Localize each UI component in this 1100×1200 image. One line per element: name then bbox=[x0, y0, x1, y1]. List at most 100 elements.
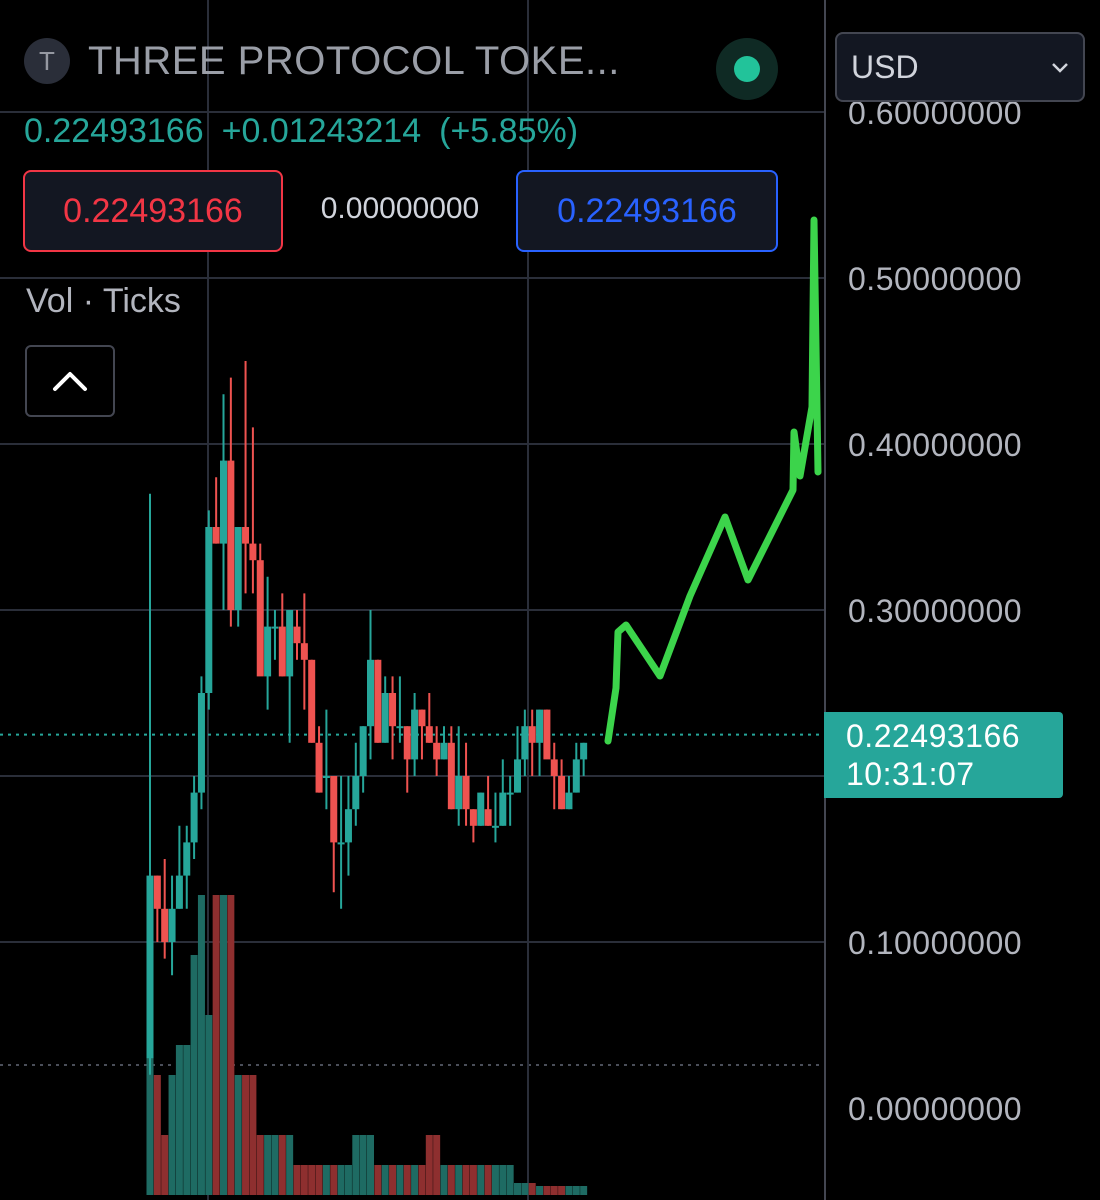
volume-bar bbox=[197, 895, 205, 1195]
volume-bar bbox=[462, 1165, 470, 1195]
candle-body bbox=[308, 659, 316, 743]
volume-bar bbox=[330, 1165, 338, 1195]
volume-bar bbox=[367, 1135, 374, 1195]
candle-body bbox=[536, 709, 544, 743]
volume-bar bbox=[440, 1165, 448, 1195]
collapse-indicators-button[interactable] bbox=[25, 345, 115, 417]
candle-body bbox=[558, 776, 566, 810]
volume-bar bbox=[205, 1015, 213, 1195]
candle-body bbox=[403, 726, 411, 760]
volume-bar bbox=[249, 1075, 257, 1195]
volume-bar bbox=[396, 1165, 404, 1195]
candle-body bbox=[205, 527, 213, 693]
volume-bar bbox=[506, 1165, 514, 1195]
sell-price: 0.22493166 bbox=[63, 191, 243, 230]
y-tick-label: 0.10000000 bbox=[848, 925, 1022, 961]
volume-bar bbox=[271, 1135, 279, 1195]
volume-bar bbox=[403, 1165, 411, 1195]
projection-line bbox=[604, 216, 822, 745]
price-change-percent: (+5.85%) bbox=[439, 112, 579, 150]
candle-body bbox=[256, 560, 264, 677]
sell-button[interactable]: 0.22493166 bbox=[23, 170, 283, 252]
candle-body bbox=[249, 543, 257, 561]
price-change: +0.01243214 bbox=[221, 112, 422, 150]
last-price: 0.22493166 bbox=[24, 112, 204, 150]
candle-body bbox=[264, 626, 272, 677]
volume-bar bbox=[455, 1165, 463, 1195]
price-axis: 0.50000000 0.40000000 0.30000000 0.10000000… bbox=[824, 0, 1022, 1200]
volume-bar bbox=[344, 1165, 352, 1195]
market-open-dot-icon bbox=[734, 56, 760, 82]
quote-line: 0.22493166 +0.01243214 (+5.85%) bbox=[24, 112, 596, 151]
volume-bar bbox=[550, 1186, 558, 1195]
currency-value: USD bbox=[851, 48, 919, 85]
candle-body bbox=[352, 776, 360, 810]
volume-bar bbox=[359, 1135, 367, 1195]
candle-body bbox=[514, 759, 521, 793]
volume-bar bbox=[499, 1165, 507, 1195]
volume-bar bbox=[447, 1165, 455, 1195]
candle-body bbox=[462, 776, 470, 810]
buy-price: 0.22493166 bbox=[557, 191, 737, 230]
volume-bar bbox=[175, 1045, 183, 1195]
candle-body bbox=[565, 792, 573, 810]
candle-body bbox=[286, 610, 294, 677]
candle-body bbox=[455, 776, 463, 810]
volume-bar bbox=[212, 895, 220, 1195]
candle-body bbox=[491, 825, 499, 828]
y-tick-label: 0.50000000 bbox=[848, 261, 1022, 297]
volume-bar bbox=[374, 1165, 382, 1195]
candle-body bbox=[344, 809, 352, 843]
current-price-label: 0.22493166 bbox=[846, 718, 1021, 754]
buy-button[interactable]: 0.22493166 bbox=[516, 170, 778, 252]
volume-bar bbox=[256, 1135, 264, 1195]
candle-body bbox=[550, 759, 558, 776]
volume-bar bbox=[234, 1075, 242, 1195]
candle-body bbox=[543, 709, 551, 760]
candle-body bbox=[278, 626, 286, 677]
currency-select[interactable]: USD bbox=[835, 32, 1085, 102]
candle-body bbox=[521, 726, 529, 760]
volume-bar bbox=[264, 1135, 272, 1195]
volume-bar bbox=[411, 1165, 419, 1195]
candle-body bbox=[183, 842, 191, 876]
candle-body bbox=[396, 726, 404, 729]
y-tick-label: 0.00000000 bbox=[848, 1091, 1022, 1127]
volume-bar bbox=[536, 1186, 544, 1195]
volume-bar bbox=[220, 895, 227, 1195]
candle-body bbox=[484, 809, 492, 826]
candle-body bbox=[168, 908, 176, 942]
candle-body bbox=[499, 792, 507, 826]
symbol-header[interactable]: T THREE PROTOCOL TOKE... bbox=[24, 38, 620, 84]
candle-body bbox=[337, 842, 345, 845]
candle-body bbox=[146, 875, 154, 1059]
volume-bar bbox=[242, 1075, 250, 1195]
candle-body bbox=[300, 643, 308, 660]
candle-body bbox=[572, 759, 580, 793]
volume-bar bbox=[543, 1186, 551, 1195]
volume-bar bbox=[528, 1183, 536, 1195]
current-price-tag: 0.22493166 10:31:07 bbox=[824, 712, 1063, 798]
y-tick-label: 0.30000000 bbox=[848, 593, 1022, 629]
candle-body bbox=[271, 626, 279, 629]
volume-bar bbox=[352, 1135, 360, 1195]
volume-bar bbox=[477, 1165, 485, 1195]
candle-body bbox=[374, 659, 382, 743]
volume-bar bbox=[425, 1135, 433, 1195]
candle-body bbox=[381, 693, 389, 743]
candle-body bbox=[469, 809, 477, 826]
candle-body bbox=[411, 709, 419, 760]
volume-bar bbox=[153, 1075, 161, 1195]
candle-body bbox=[447, 742, 455, 810]
volume-bar bbox=[322, 1165, 330, 1195]
volume-bar bbox=[484, 1165, 492, 1195]
candle-body bbox=[330, 776, 338, 843]
candle-body bbox=[322, 776, 330, 778]
volume-indicator-label[interactable]: Vol · Ticks bbox=[26, 282, 181, 320]
volume-bar bbox=[521, 1183, 529, 1195]
symbol-title[interactable]: THREE PROTOCOL TOKE... bbox=[88, 38, 620, 83]
candle-body bbox=[153, 875, 161, 909]
market-status-indicator[interactable] bbox=[716, 38, 778, 100]
candle-body bbox=[367, 659, 374, 727]
